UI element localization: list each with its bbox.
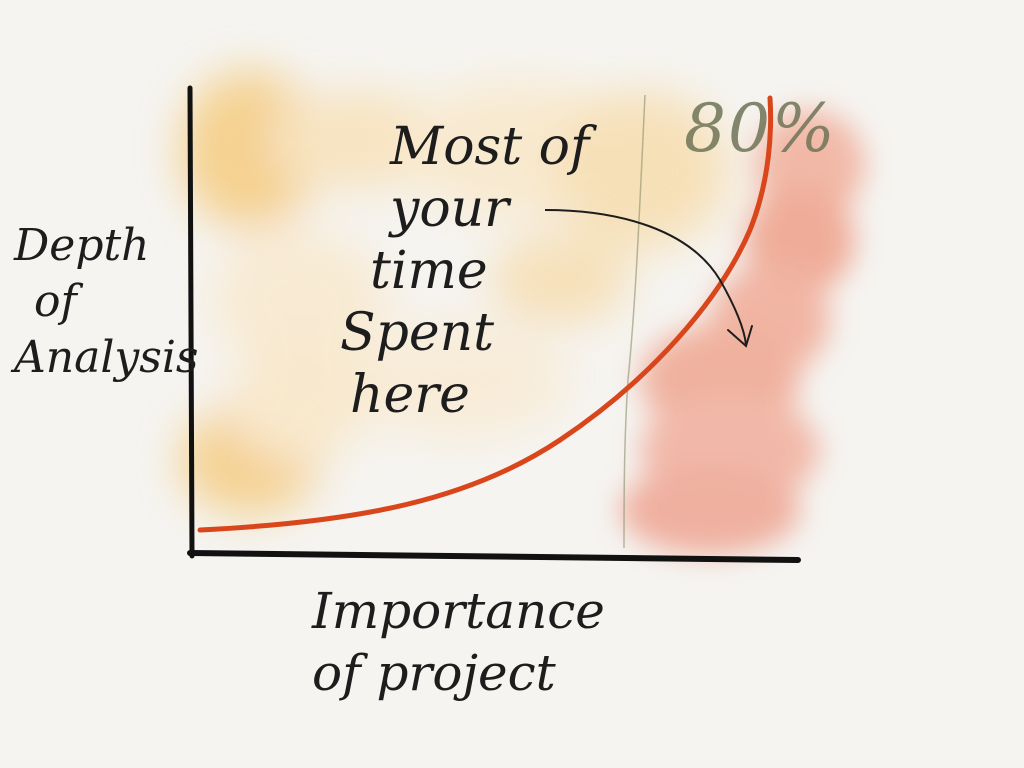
annotation-text: Most of your time Spent here (340, 116, 650, 426)
x-axis-label-line: Importance (312, 582, 605, 640)
annotation-line: here (350, 365, 470, 425)
annotation-line: Most of (390, 117, 590, 177)
annotation-line: time (370, 241, 488, 301)
annotation-arrow (544, 209, 747, 346)
divider-line (623, 94, 646, 549)
x-axis (187, 550, 801, 563)
arrowhead-icon (727, 325, 753, 348)
annotation-line: Spent (340, 303, 495, 363)
x-axis-label: Importance of project (312, 580, 672, 704)
y-axis-label-line: Depth (14, 220, 150, 271)
x-axis-label-line: of project (312, 644, 556, 702)
y-axis-label: Depth of Analysis (14, 218, 199, 386)
exponential-curve (197, 95, 774, 533)
y-axis-label-line: Analysis (14, 332, 199, 383)
annotation-line: your (390, 179, 510, 239)
y-axis (187, 85, 195, 559)
salmon-wash (620, 110, 865, 555)
yellow-wash (180, 70, 730, 515)
y-axis-label-line: of (34, 276, 77, 327)
percent-label: 80% (684, 90, 837, 167)
